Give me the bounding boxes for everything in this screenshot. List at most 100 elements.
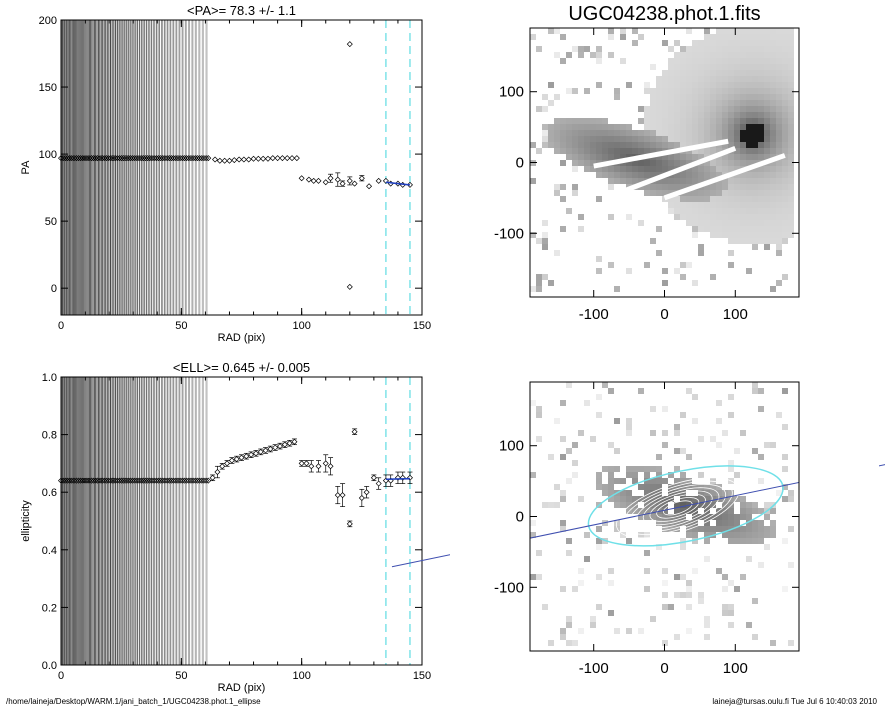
image-pixel [692, 100, 698, 106]
image-pixel [734, 82, 740, 88]
data-point [94, 155, 101, 162]
image-pixel [728, 34, 734, 40]
image-pixel [644, 88, 650, 94]
image-pixel [596, 148, 602, 154]
image-pixel [650, 160, 656, 166]
image-pixel [668, 130, 674, 136]
image-pixel [722, 46, 728, 52]
data-point [315, 463, 322, 470]
data-point [185, 155, 192, 162]
image-pixel [560, 526, 566, 532]
masked-streak [663, 153, 786, 201]
image-pixel [566, 478, 572, 484]
image-pixel [764, 532, 770, 538]
image-pixel [692, 508, 698, 514]
image-pixel [626, 160, 632, 166]
image-pixel [764, 106, 770, 112]
image-pixel [662, 604, 668, 610]
image-pixel [758, 148, 764, 154]
image-pixel [710, 136, 716, 142]
image-pixel [716, 76, 722, 82]
image-pixel [752, 214, 758, 220]
image-pixel [776, 82, 782, 88]
data-point [118, 477, 125, 484]
data-point [219, 463, 226, 470]
image-pixel [584, 130, 590, 136]
image-pixel [728, 130, 734, 136]
footer-file-path: /home/laineja/Desktop/WARM.1/jani_batch_… [6, 697, 261, 706]
image-pixel [758, 190, 764, 196]
image-pixel [704, 64, 710, 70]
image-pixel [758, 388, 764, 394]
image-pixel [740, 220, 746, 226]
image-pixel [638, 178, 644, 184]
image-pixel [770, 232, 776, 238]
image-pixel [704, 226, 710, 232]
image-pixel [692, 538, 698, 544]
data-point [79, 155, 86, 162]
data-point [155, 155, 162, 162]
image-pixel [770, 502, 776, 508]
image-pixel [752, 172, 758, 178]
image-pixel [740, 82, 746, 88]
image-pixel [560, 130, 566, 136]
data-point [200, 477, 207, 484]
image-pixel [716, 46, 722, 52]
image-pixel [638, 484, 644, 490]
image-pixel [680, 508, 686, 514]
image-pixel [674, 142, 680, 148]
data-point [272, 444, 279, 451]
image-pixel [758, 508, 764, 514]
image-pixel [662, 526, 668, 532]
image-pixel [638, 514, 644, 520]
image-pixel [758, 142, 764, 148]
image-pixel [662, 124, 668, 130]
image-pixel [728, 520, 734, 526]
image-pixel [650, 106, 656, 112]
image-pixel [584, 166, 590, 172]
image-pixel [782, 40, 788, 46]
image-pixel [668, 46, 674, 52]
image-pixel [650, 100, 656, 106]
image-pixel [770, 442, 776, 448]
image-pixel [668, 70, 674, 76]
image-pixel [560, 400, 566, 406]
image-pixel [620, 178, 626, 184]
image-pixel [722, 64, 728, 70]
image-pixel [788, 190, 794, 196]
image-pixel [680, 538, 686, 544]
image-pixel [674, 268, 680, 274]
image-pixel [734, 70, 740, 76]
image-pixel [536, 106, 542, 112]
image-pixel [596, 256, 602, 262]
data-point [131, 477, 138, 484]
image-pixel [572, 130, 578, 136]
image-pixel [764, 100, 770, 106]
data-point [190, 155, 197, 162]
image-pixel [668, 142, 674, 148]
image-pixel [650, 112, 656, 118]
image-pixel [752, 502, 758, 508]
image-pixel [614, 88, 620, 94]
image-pixel [758, 202, 764, 208]
image-pixel [692, 124, 698, 130]
image-pixel [782, 586, 788, 592]
data-point [327, 175, 334, 182]
image-pixel [548, 124, 554, 130]
image-pixel [650, 118, 656, 124]
image-pixel [650, 88, 656, 94]
image-pixel [578, 214, 584, 220]
image-pixel [656, 76, 662, 82]
image-pixel [758, 76, 764, 82]
image-pixel [692, 394, 698, 400]
image-pixel [620, 58, 626, 64]
image-pixel [596, 130, 602, 136]
image-pixel [590, 136, 596, 142]
image-panel-fitted-image [391, 342, 885, 691]
image-pixel [626, 148, 632, 154]
image-pixel [728, 136, 734, 142]
image-pixel [542, 232, 548, 238]
image-pixel [758, 136, 764, 142]
image-pixel [740, 142, 746, 148]
image-pixel [788, 28, 794, 34]
